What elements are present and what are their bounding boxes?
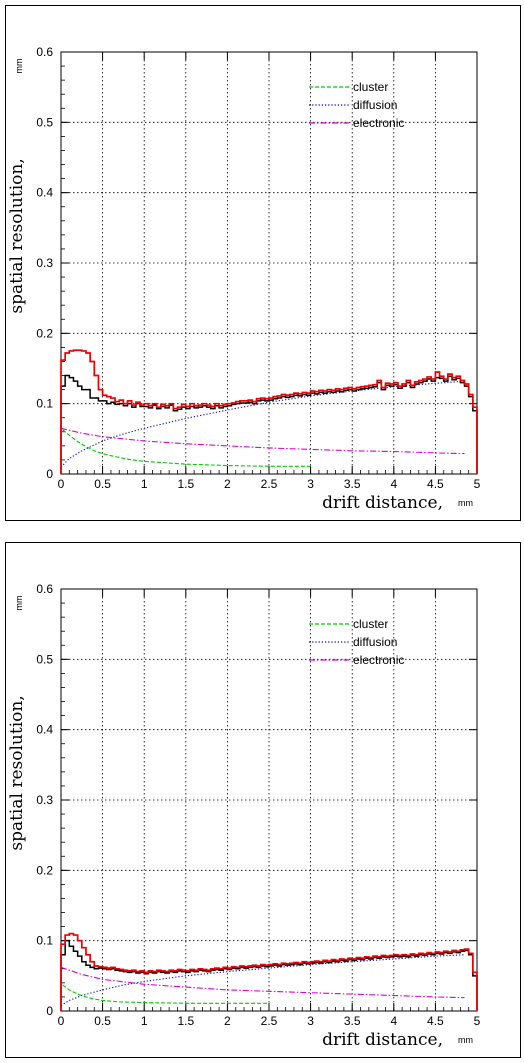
legend-label-cluster: cluster	[353, 617, 388, 631]
y-axis-unit-group: mm	[14, 59, 24, 74]
x-tick-label: 0.5	[94, 477, 111, 491]
y-tick-label: 0.5	[36, 652, 53, 666]
x-tick-label: 0.5	[94, 1014, 111, 1028]
legend-label-diffusion: diffusion	[353, 98, 397, 112]
x-tick-label: 4.5	[427, 477, 444, 491]
series-diffusion	[60, 380, 465, 468]
y-axis-title: spatial resolution,	[7, 695, 27, 850]
y-tick-label: 0.2	[36, 863, 53, 877]
x-tick-label: 1.5	[177, 1014, 194, 1028]
series-red-histogram	[60, 932, 478, 1011]
x-tick-label: 5	[474, 1014, 481, 1028]
y-tick-label: 0.6	[36, 45, 53, 59]
y-tick-label: 0.1	[36, 397, 53, 411]
series-black-histogram	[60, 939, 478, 1011]
y-tick-label: 0.4	[36, 186, 53, 200]
y-tick-label: 0.6	[36, 582, 53, 596]
legend-label-electronic: electronic	[353, 116, 404, 130]
x-axis-unit: mm	[458, 498, 473, 508]
x-tick-label: 3.5	[344, 477, 361, 491]
x-tick-label: 4.5	[427, 1014, 444, 1028]
y-tick-label: 0.3	[36, 256, 53, 270]
y-tick-label: 0	[46, 1004, 53, 1018]
y-axis-unit: mm	[14, 596, 24, 611]
series-cluster	[62, 429, 311, 467]
x-tick-label: 0	[58, 477, 65, 491]
series-diffusion	[60, 954, 465, 1006]
x-tick-label: 1.5	[177, 477, 194, 491]
x-tick-label: 3	[307, 1014, 314, 1028]
series-red-histogram	[60, 349, 478, 474]
y-axis-unit: mm	[14, 59, 24, 74]
y-axis-title: spatial resolution,	[7, 158, 27, 313]
x-tick-label: 2.5	[261, 1014, 278, 1028]
x-tick-label: 5	[474, 477, 481, 491]
x-tick-label: 2	[224, 477, 231, 491]
x-tick-label: 4	[390, 477, 397, 491]
x-tick-label: 2	[224, 1014, 231, 1028]
resolution-chart-bottom: 0 0.5 1 1.5 2 2.5 3 3.5 4 4.5 5 0 0.1 0.2 0.3 0.4 0.5 0.6…	[7, 582, 481, 1050]
series-cluster	[62, 984, 269, 1004]
y-tick-label: 0	[46, 467, 53, 481]
x-tick-label: 3.5	[344, 1014, 361, 1028]
chart-panel-bottom: 0 0.5 1 1.5 2 2.5 3 3.5 4 4.5 5 0 0.1 0.2 0.3 0.4 0.5 0.6…	[5, 542, 521, 1058]
y-axis-title-group: spatial resolution,	[7, 158, 27, 313]
x-axis-unit: mm	[458, 1035, 473, 1045]
y-tick-label: 0.1	[36, 934, 53, 948]
y-tick-label: 0.5	[36, 115, 53, 129]
legend-label-diffusion: diffusion	[353, 635, 397, 649]
chart-panel-top: 0 0.5 1 1.5 2 2.5 3 3.5 4 4.5 5 0 0.1 0.2 0.3 0.4 0.5 0.6…	[5, 5, 521, 521]
x-tick-label: 2.5	[261, 477, 278, 491]
y-tick-label: 0.3	[36, 793, 53, 807]
y-tick-label: 0.4	[36, 723, 53, 737]
x-tick-label: 1	[141, 1014, 148, 1028]
y-tick-label: 0.2	[36, 326, 53, 340]
legend-label-cluster: cluster	[353, 80, 388, 94]
x-axis-title: drift distance,	[322, 1030, 443, 1050]
y-axis-unit-group: mm	[14, 596, 24, 611]
legend-label-electronic: electronic	[353, 653, 404, 667]
series-electronic	[60, 966, 465, 999]
x-tick-label: 3	[307, 477, 314, 491]
x-axis-title: drift distance,	[322, 493, 443, 513]
series-electronic	[60, 427, 465, 455]
x-tick-label: 4	[390, 1014, 397, 1028]
resolution-chart-top: 0 0.5 1 1.5 2 2.5 3 3.5 4 4.5 5 0 0.1 0.2 0.3 0.4 0.5 0.6…	[7, 45, 481, 513]
y-axis-title-group: spatial resolution,	[7, 695, 27, 850]
x-tick-label: 1	[141, 477, 148, 491]
x-tick-label: 0	[58, 1014, 65, 1028]
